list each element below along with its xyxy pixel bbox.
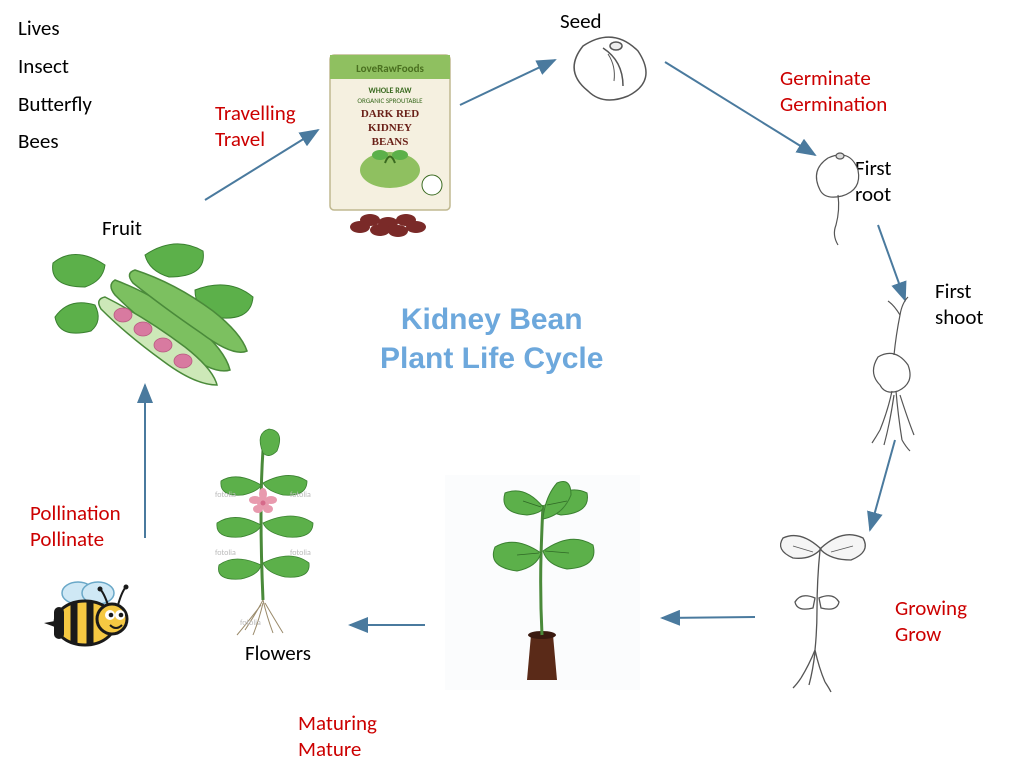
vocab-word: Bees: [18, 123, 92, 161]
svg-text:fotolia: fotolia: [290, 490, 311, 500]
svg-text:fotolia: fotolia: [215, 548, 236, 558]
diagram-title: Kidney Bean Plant Life Cycle: [380, 300, 603, 378]
seed-illustration: [574, 37, 646, 100]
title-line1: Kidney Bean: [380, 300, 603, 339]
label-first-shoot: Firstshoot: [935, 278, 983, 330]
vocab-word: Lives: [18, 10, 92, 48]
svg-text:ORGANIC SPROUTABLE: ORGANIC SPROUTABLE: [357, 96, 423, 105]
vocabulary-list: Lives Insect Butterfly Bees: [18, 10, 92, 161]
label-fruit: Fruit: [102, 215, 142, 241]
label-flowers: Flowers: [245, 640, 311, 666]
first-shoot-illustration: [872, 297, 914, 451]
svg-text:DARK RED: DARK RED: [361, 108, 419, 120]
bee-illustration: [40, 575, 130, 655]
label-maturing: MaturingMature: [298, 710, 377, 763]
first-root-illustration: [816, 153, 858, 245]
svg-text:fotolia: fotolia: [290, 548, 311, 558]
svg-text:BEANS: BEANS: [372, 136, 409, 148]
label-pollination: PollinationPollinate: [30, 500, 121, 553]
flowering-plant-illustration: fotolia fotolia fotolia fotolia fotolia: [185, 425, 340, 640]
vocab-word: Insect: [18, 48, 92, 86]
label-travelling: TravellingTravel: [215, 100, 296, 153]
vocab-word: Butterfly: [18, 86, 92, 124]
label-leaves: Leaves: [560, 647, 617, 673]
seedling-illustration: [781, 535, 866, 692]
svg-text:LoveRawFoods: LoveRawFoods: [356, 62, 424, 75]
seed-package-illustration: LoveRawFoods WHOLE RAW ORGANIC SPROUTABL…: [330, 55, 450, 237]
title-line2: Plant Life Cycle: [380, 339, 603, 378]
svg-text:fotolia: fotolia: [240, 618, 261, 628]
label-growing: GrowingGrow: [895, 595, 967, 648]
label-first-root: Firstroot: [855, 155, 891, 207]
label-germinate: GerminateGermination: [780, 65, 887, 118]
svg-text:KIDNEY: KIDNEY: [368, 122, 412, 134]
fruit-illustration: [53, 244, 253, 385]
label-seed: Seed: [560, 8, 602, 34]
svg-text:fotolia: fotolia: [215, 490, 236, 500]
svg-text:WHOLE RAW: WHOLE RAW: [368, 86, 412, 96]
